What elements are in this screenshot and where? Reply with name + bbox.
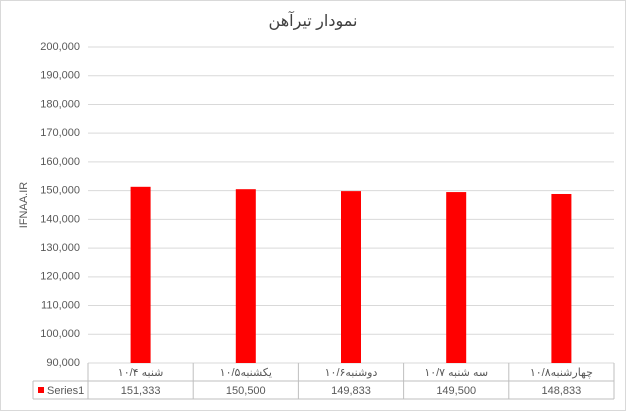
y-tick-label: 160,000 <box>40 156 80 168</box>
y-tick-label: 190,000 <box>40 70 80 82</box>
x-tick-label: سه شنبه ۱۰/۷ <box>424 367 488 379</box>
table-value: 149,500 <box>436 385 476 397</box>
table-value: 150,500 <box>226 385 266 397</box>
bar <box>341 191 361 363</box>
y-tick-label: 180,000 <box>40 98 80 110</box>
y-tick-label: 100,000 <box>40 328 80 340</box>
x-tick-label: یکشنبه۱۰/۵ <box>220 367 272 379</box>
bar <box>551 193 572 363</box>
y-tick-label: 120,000 <box>40 271 80 283</box>
y-tick-label: 150,000 <box>40 185 80 197</box>
bar <box>130 186 151 363</box>
bar <box>235 189 256 363</box>
table-value: 151,333 <box>121 385 161 397</box>
y-axis-title: IFNAA.IR <box>18 182 30 229</box>
y-tick-label: 170,000 <box>40 127 80 139</box>
y-tick-label: 140,000 <box>40 213 80 225</box>
x-tick-label: شنبه ۱۰/۴ <box>118 367 164 379</box>
y-tick-label: 130,000 <box>40 242 80 254</box>
bar <box>446 192 467 363</box>
legend-label: Series1 <box>47 385 84 397</box>
table-value: 149,833 <box>331 385 371 397</box>
x-tick-label: چهارشنبه۱۰/۸ <box>530 367 593 379</box>
y-tick-label: 200,000 <box>40 41 80 53</box>
y-tick-label: 110,000 <box>41 299 80 311</box>
y-tick-label: 90,000 <box>46 357 80 369</box>
table-value: 148,833 <box>542 385 582 397</box>
x-tick-label: دوشنبه۱۰/۶ <box>325 367 378 379</box>
legend-key <box>38 387 44 393</box>
chart-title: نمودار تیرآهن <box>269 11 358 31</box>
